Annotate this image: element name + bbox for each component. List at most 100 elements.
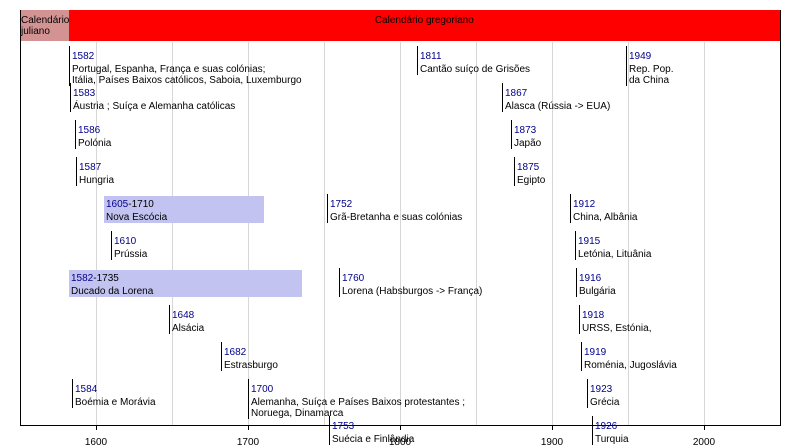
timeline-event: 1605-1710 Nova Escócia [104,194,167,223]
event-label: Grã-Bretanha e suas colónias [330,212,463,223]
julian-calendar-band [20,10,69,41]
gridline [628,42,629,425]
axis-tick-label: 1900 [540,437,564,448]
event-year: 1873 [514,125,537,136]
timeline-event: 1682 Estrasburgo [221,342,278,371]
timeline-event: 1752 Grã-Bretanha e suas colónias [327,194,462,223]
event-label: Hungria [79,175,115,186]
event-year: 1752 [330,199,353,210]
julian-calendar-label: Calendário juliano [21,15,70,37]
timeline-event: 1753 Suécia e Finlândia [329,416,414,445]
event-year: 1682 [224,347,247,358]
axis-right-edge [780,10,781,426]
event-label: URSS, Estónia, [582,323,652,334]
event-year-line: 1867 [505,83,610,101]
gregorian-calendar-band [68,10,780,41]
gridline [172,42,173,425]
event-year-line: 1923 [590,379,619,397]
axis-tick [704,425,705,430]
event-label: Cantão suíço de Grisões [420,64,531,75]
event-year-line: 1582-1735 [71,268,153,286]
event-end-year: -1735 [93,273,119,284]
event-year: 1949 [629,51,652,62]
event-year: 1923 [590,384,613,395]
event-year-line: 1753 [332,416,414,434]
event-label: Alemanha, Suíça e Países Baixos protesta… [251,397,466,408]
event-year-line: 1912 [573,194,638,212]
period-bar [69,270,302,297]
event-year-line: 1582 [72,46,302,64]
event-year: 1605 [106,199,129,210]
timeline-event: 1926 Turquia [592,416,629,445]
timeline-event: 1582 Portugal, Espanha, França e suas col… [69,46,302,86]
event-label: Nova Escócia [106,212,168,223]
event-year: 1586 [78,125,101,136]
event-year: 1582 [71,273,94,284]
period-bar [104,196,264,223]
event-year-line: 1918 [582,305,651,323]
event-year-line: 1760 [342,268,482,286]
gridline [248,42,249,425]
event-label: Lorena (Habsburgos -> França) [342,286,483,297]
event-label: Alasca (Rússia -> EUA) [505,101,611,112]
timeline-event: 1610 Prússia [111,231,147,260]
gridline [704,42,705,425]
gridline [476,42,477,425]
event-label: Grécia [590,397,620,408]
event-label: Bulgária [579,286,616,297]
event-label: Áustria ; Suíça e Alemanha católicas [73,101,236,112]
event-label: Polónia [78,138,112,149]
timeline-event: 1584 Boémia e Morávia [72,379,156,408]
event-year: 1753 [332,421,355,432]
axis-tick [400,425,401,430]
event-year-line: 1926 [595,416,629,434]
event-label: Alsácia [172,323,205,334]
timeline-event: 1949 Rep. Pop. da China [626,46,673,86]
event-label: Suécia e Finlândia [332,434,415,445]
event-year: 1916 [579,273,602,284]
event-year: 1919 [584,347,607,358]
event-year-line: 1700 [251,379,465,397]
event-year-line: 1583 [73,83,235,101]
timeline-event: 1700 Alemanha, Suíça e Países Baixos prot… [248,379,465,419]
timeline-event: 1867 Alasca (Rússia -> EUA) [502,83,610,112]
event-year-line: 1682 [224,342,278,360]
event-year-line: 1811 [420,46,530,64]
timeline-event: 1873 Japão [511,120,541,149]
timeline-event: 1648 Alsácia [169,305,204,334]
event-label: Itália, Países Baixos católicos, Saboia,… [72,75,302,86]
event-label: Japão [514,138,542,149]
axis-tick-label: 1800 [388,437,412,448]
axis-tick-label: 1600 [84,437,108,448]
event-year: 1811 [420,51,442,62]
event-label: Turquia [595,434,629,445]
timeline-event: 1916 Bulgária [576,268,616,297]
timeline-event: 1912 China, Albânia [570,194,638,223]
event-year-line: 1752 [330,194,462,212]
timeline-event: 1875 Egipto [514,157,545,186]
event-year-line: 1610 [114,231,147,249]
event-year-line: 1875 [517,157,545,175]
gridline [96,42,97,425]
event-label: Estrasburgo [224,360,278,371]
event-label: Roménia, Jugoslávia [584,360,677,371]
timeline-event: 1918 URSS, Estónia, [579,305,651,334]
timeline-event: 1587 Hungria [76,157,114,186]
event-year-line: 1648 [172,305,204,323]
event-label: Boémia e Morávia [75,397,156,408]
event-year: 1648 [172,310,195,321]
event-label: Prússia [114,249,148,260]
event-year-line: 1584 [75,379,156,397]
event-year: 1912 [573,199,596,210]
event-label: da China [629,75,670,86]
event-year-line: 1873 [514,120,541,138]
event-label: Rep. Pop. [629,64,674,75]
axis-tick [552,425,553,430]
timeline-event: 1923 Grécia [587,379,619,408]
event-year: 1915 [578,236,601,247]
event-year-line: 1605-1710 [106,194,167,212]
event-year: 1610 [114,236,137,247]
timeline-event: 1915 Letónia, Lituânia [575,231,651,260]
axis-left-edge [20,10,21,426]
